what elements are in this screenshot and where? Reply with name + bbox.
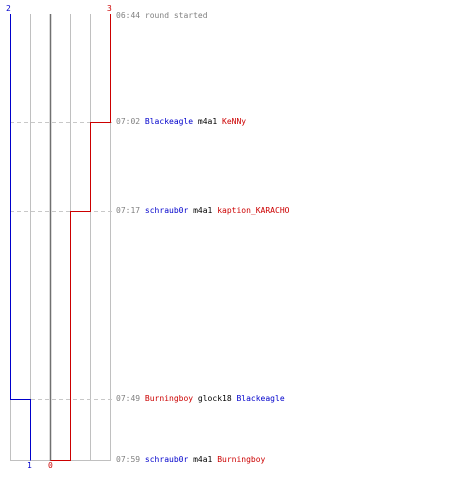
event-time: 07:59 [116, 455, 141, 464]
event-round-start: 06:44 round started [116, 11, 208, 21]
event-time: 07:02 [116, 117, 141, 126]
victim-name: Burningboy [217, 455, 266, 464]
event-time: 07:17 [116, 206, 141, 215]
victim-name: kaption_KARACHO [217, 206, 290, 215]
red-end-count: 0 [48, 461, 53, 470]
blue-start-count: 2 [6, 4, 11, 13]
event-time: 06:44 [116, 11, 141, 20]
killer-name: Blackeagle [144, 117, 194, 126]
blue-team-line [10, 14, 31, 461]
weapon-name: glock18 [197, 394, 232, 403]
weapon-name: m4a1 [197, 117, 218, 126]
red-team-line [50, 14, 111, 461]
killer-name: Burningboy [144, 394, 194, 403]
event-kill: 07:59 schraub0r m4a1 Burningboy [116, 455, 265, 465]
event-guides [10, 122, 114, 400]
weapon-name: m4a1 [193, 455, 213, 464]
event-kill: 07:49 Burningboy glock18 Blackeagle [116, 394, 285, 404]
blue-end-count: 1 [27, 461, 32, 470]
red-start-count: 3 [107, 4, 112, 13]
event-kill: 07:02 Blackeagle m4a1 KeNNy [116, 117, 246, 127]
event-time: 07:49 [116, 394, 141, 403]
victim-name: Blackeagle [236, 394, 285, 403]
killer-name: schraub0r [144, 206, 189, 215]
killer-name: schraub0r [144, 455, 189, 464]
grid-lines [10, 14, 111, 461]
event-text: round started [144, 11, 208, 20]
event-kill: 07:17 schraub0r m4a1 kaption_KARACHO [116, 206, 289, 216]
weapon-name: m4a1 [193, 206, 213, 215]
victim-name: KeNNy [222, 117, 247, 126]
